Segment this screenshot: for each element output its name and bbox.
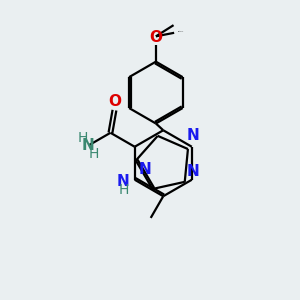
Text: O: O <box>108 94 121 109</box>
Text: N: N <box>82 138 94 153</box>
Text: H: H <box>78 131 88 146</box>
Text: O: O <box>149 30 162 45</box>
Text: N: N <box>187 128 200 143</box>
Text: N: N <box>117 174 129 189</box>
Text: N: N <box>138 162 151 177</box>
Text: methoxy: methoxy <box>178 31 184 32</box>
Text: H: H <box>119 183 129 197</box>
Text: H: H <box>89 147 99 161</box>
Text: N: N <box>187 164 200 179</box>
